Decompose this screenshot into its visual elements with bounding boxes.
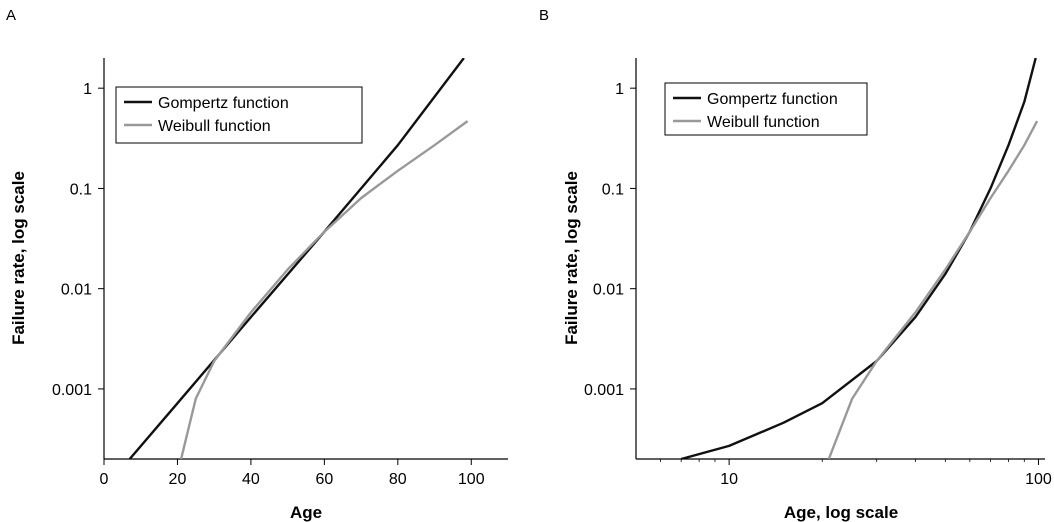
series-line-weibull — [827, 120, 1039, 459]
y-tick-label: 0.001 — [584, 382, 624, 399]
x-tick-label: 80 — [389, 471, 407, 488]
series-line-weibull — [179, 120, 469, 459]
y-tick-label: 1 — [83, 81, 92, 98]
panel-letter: B — [539, 7, 549, 24]
y-tick-label: 0.001 — [52, 382, 92, 399]
x-tick-label: 20 — [169, 471, 187, 488]
x-tick-label: 60 — [315, 471, 333, 488]
y-axis-title: Failure rate, log scale — [562, 171, 581, 345]
x-tick-label: 0 — [100, 471, 109, 488]
legend: Gompertz function Weibull function — [664, 82, 868, 136]
legend-label: Weibull function — [707, 114, 820, 131]
panel-letter: A — [6, 7, 16, 24]
legend-label: Weibull function — [158, 118, 271, 135]
legend-box — [115, 86, 363, 144]
series-line-gompertz — [680, 58, 1037, 459]
x-tick-label: 10 — [720, 471, 738, 488]
x-axis-title: Age, log scale — [784, 503, 898, 522]
y-axis-title: Failure rate, log scale — [9, 171, 28, 345]
legend-label: Gompertz function — [707, 91, 838, 108]
y-tick-label: 0.1 — [70, 181, 92, 198]
legend: Gompertz function Weibull function — [115, 86, 363, 144]
x-tick-label: 40 — [242, 471, 260, 488]
x-axis-title: Age — [290, 503, 322, 522]
legend-box — [664, 82, 868, 136]
y-tick-label: 0.01 — [593, 282, 624, 299]
series-line-gompertz — [128, 58, 465, 459]
y-tick-label: 0.1 — [602, 181, 624, 198]
legend-label: Gompertz function — [158, 95, 289, 112]
y-tick-label: 1 — [615, 81, 624, 98]
x-tick-label: 100 — [1025, 471, 1052, 488]
y-tick-label: 0.01 — [61, 282, 92, 299]
chart-panel-b: B 0.001 0.01 0.1 1 10 100 Gompertz function Wei… — [539, 7, 1052, 522]
x-tick-label: 100 — [458, 471, 485, 488]
chart-panel-a: A 0.001 0.01 0.1 1 0 20 40 60 80 100 Gompertz func… — [6, 7, 508, 522]
